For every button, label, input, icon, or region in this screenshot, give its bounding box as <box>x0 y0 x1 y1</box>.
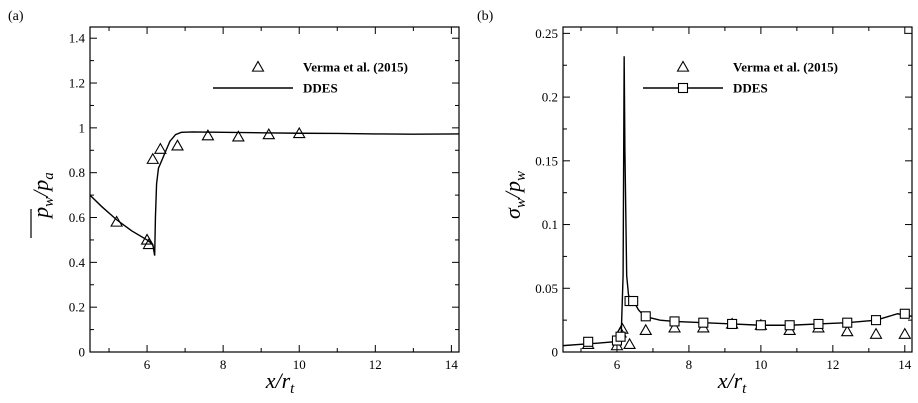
data-point-square <box>628 295 639 307</box>
panel-b: (b) 6 8 10 12 14 0 0.05 0.1 0.15 0.2 0.25 Verma et … <box>477 9 913 397</box>
data-point-square <box>615 331 626 342</box>
data-point-square <box>727 318 738 330</box>
data-point-square <box>698 317 709 328</box>
data-point-triangle <box>231 130 245 142</box>
data-point-triangle <box>140 233 154 245</box>
data-point-triangle <box>110 215 124 227</box>
panel-a-label: (a) <box>8 9 24 24</box>
series-line-ddes <box>563 56 912 347</box>
data-point-triangle <box>623 337 637 350</box>
data-point-triangle <box>668 321 681 333</box>
y-tick-label: 0 <box>79 345 86 360</box>
plot-a: 6 8 10 12 14 0 0.2 0.4 0.6 0.8 1 1.2 1.4 Verma et al.… <box>69 26 460 372</box>
legend: Verma et al. (2015) DDES <box>643 60 838 96</box>
panel-b-label: (b) <box>477 9 494 24</box>
y-tick-label: 0.05 <box>535 281 558 296</box>
legend-label: Verma et al. (2015) <box>733 60 838 75</box>
legend-triangle-icon <box>676 60 690 72</box>
panel-a-ylabel: pw/pa <box>28 172 57 238</box>
x-tick-label: 12 <box>826 357 839 372</box>
data-point-triangle <box>146 152 160 164</box>
y-tick-label: 0.4 <box>69 255 86 270</box>
data-point-triangle <box>201 129 215 141</box>
panel-b-ylabel: σw/pw <box>500 171 529 219</box>
legend-label: Verma et al. (2015) <box>303 60 408 75</box>
legend-triangle-icon <box>251 60 265 72</box>
data-point-triangle <box>639 323 653 336</box>
y-tick-label: 0.25 <box>535 26 558 41</box>
data-point-square <box>899 308 910 319</box>
x-tick-label: 10 <box>754 357 767 372</box>
panel-a-xlabel: x/rt <box>265 368 295 397</box>
data-point-triangle <box>262 127 276 140</box>
x-tick-label: 12 <box>369 357 382 372</box>
data-point-square <box>813 318 824 330</box>
data-point-square <box>842 317 853 328</box>
y-tick-label: 0.8 <box>69 165 85 180</box>
plot-frame <box>89 26 460 353</box>
y-tick-label: 0.6 <box>69 210 86 225</box>
svg-text:pw/pa: pw/pa <box>28 172 57 220</box>
x-tick-label: 14 <box>898 357 912 372</box>
data-point-square <box>669 316 680 327</box>
series-area <box>563 56 912 351</box>
legend: Verma et al. (2015) DDES <box>213 60 408 96</box>
data-point-triangle <box>153 142 167 154</box>
data-point-square <box>870 315 882 326</box>
data-point-square <box>583 336 594 347</box>
data-point-square <box>784 320 795 331</box>
legend-square-icon <box>677 82 689 94</box>
legend-label: DDES <box>303 81 338 96</box>
data-point-triangle <box>898 327 912 339</box>
data-point-triangle <box>840 324 854 337</box>
x-tick-label: 6 <box>144 357 151 372</box>
legend-label: DDES <box>733 81 768 96</box>
x-tick-label: 10 <box>293 357 306 372</box>
x-tick-label: 8 <box>686 357 693 372</box>
data-point-square <box>640 311 651 322</box>
panel-a: (a) 6 8 10 12 14 0 0.2 0.4 0.6 0.8 1 1.2 1.4 Verma et… <box>8 9 460 397</box>
y-tick-label: 1.2 <box>69 76 85 91</box>
data-point-triangle <box>869 327 883 339</box>
y-tick-label: 0.1 <box>542 217 558 232</box>
x-tick-label: 14 <box>445 357 459 372</box>
plot-frame <box>562 26 913 353</box>
svg-text:σw/pw: σw/pw <box>500 171 529 219</box>
y-tick-label: 1.4 <box>69 31 86 46</box>
y-tick-label: 1 <box>79 120 86 135</box>
plot-b: 6 8 10 12 14 0 0.05 0.1 0.15 0.2 0.25 Verma et al. … <box>535 26 913 372</box>
y-tick-label: 0 <box>552 345 559 360</box>
series-line-ddes <box>90 131 459 256</box>
series-area <box>90 126 459 256</box>
y-tick-label: 0.15 <box>535 153 558 168</box>
data-point-square <box>755 320 766 331</box>
y-tick-label: 0.2 <box>69 300 85 315</box>
x-tick-label: 6 <box>614 357 621 372</box>
panel-b-xlabel: x/rt <box>717 368 747 397</box>
data-point-triangle <box>171 139 184 151</box>
y-tick-label: 0.2 <box>542 90 558 105</box>
x-tick-label: 8 <box>220 357 227 372</box>
